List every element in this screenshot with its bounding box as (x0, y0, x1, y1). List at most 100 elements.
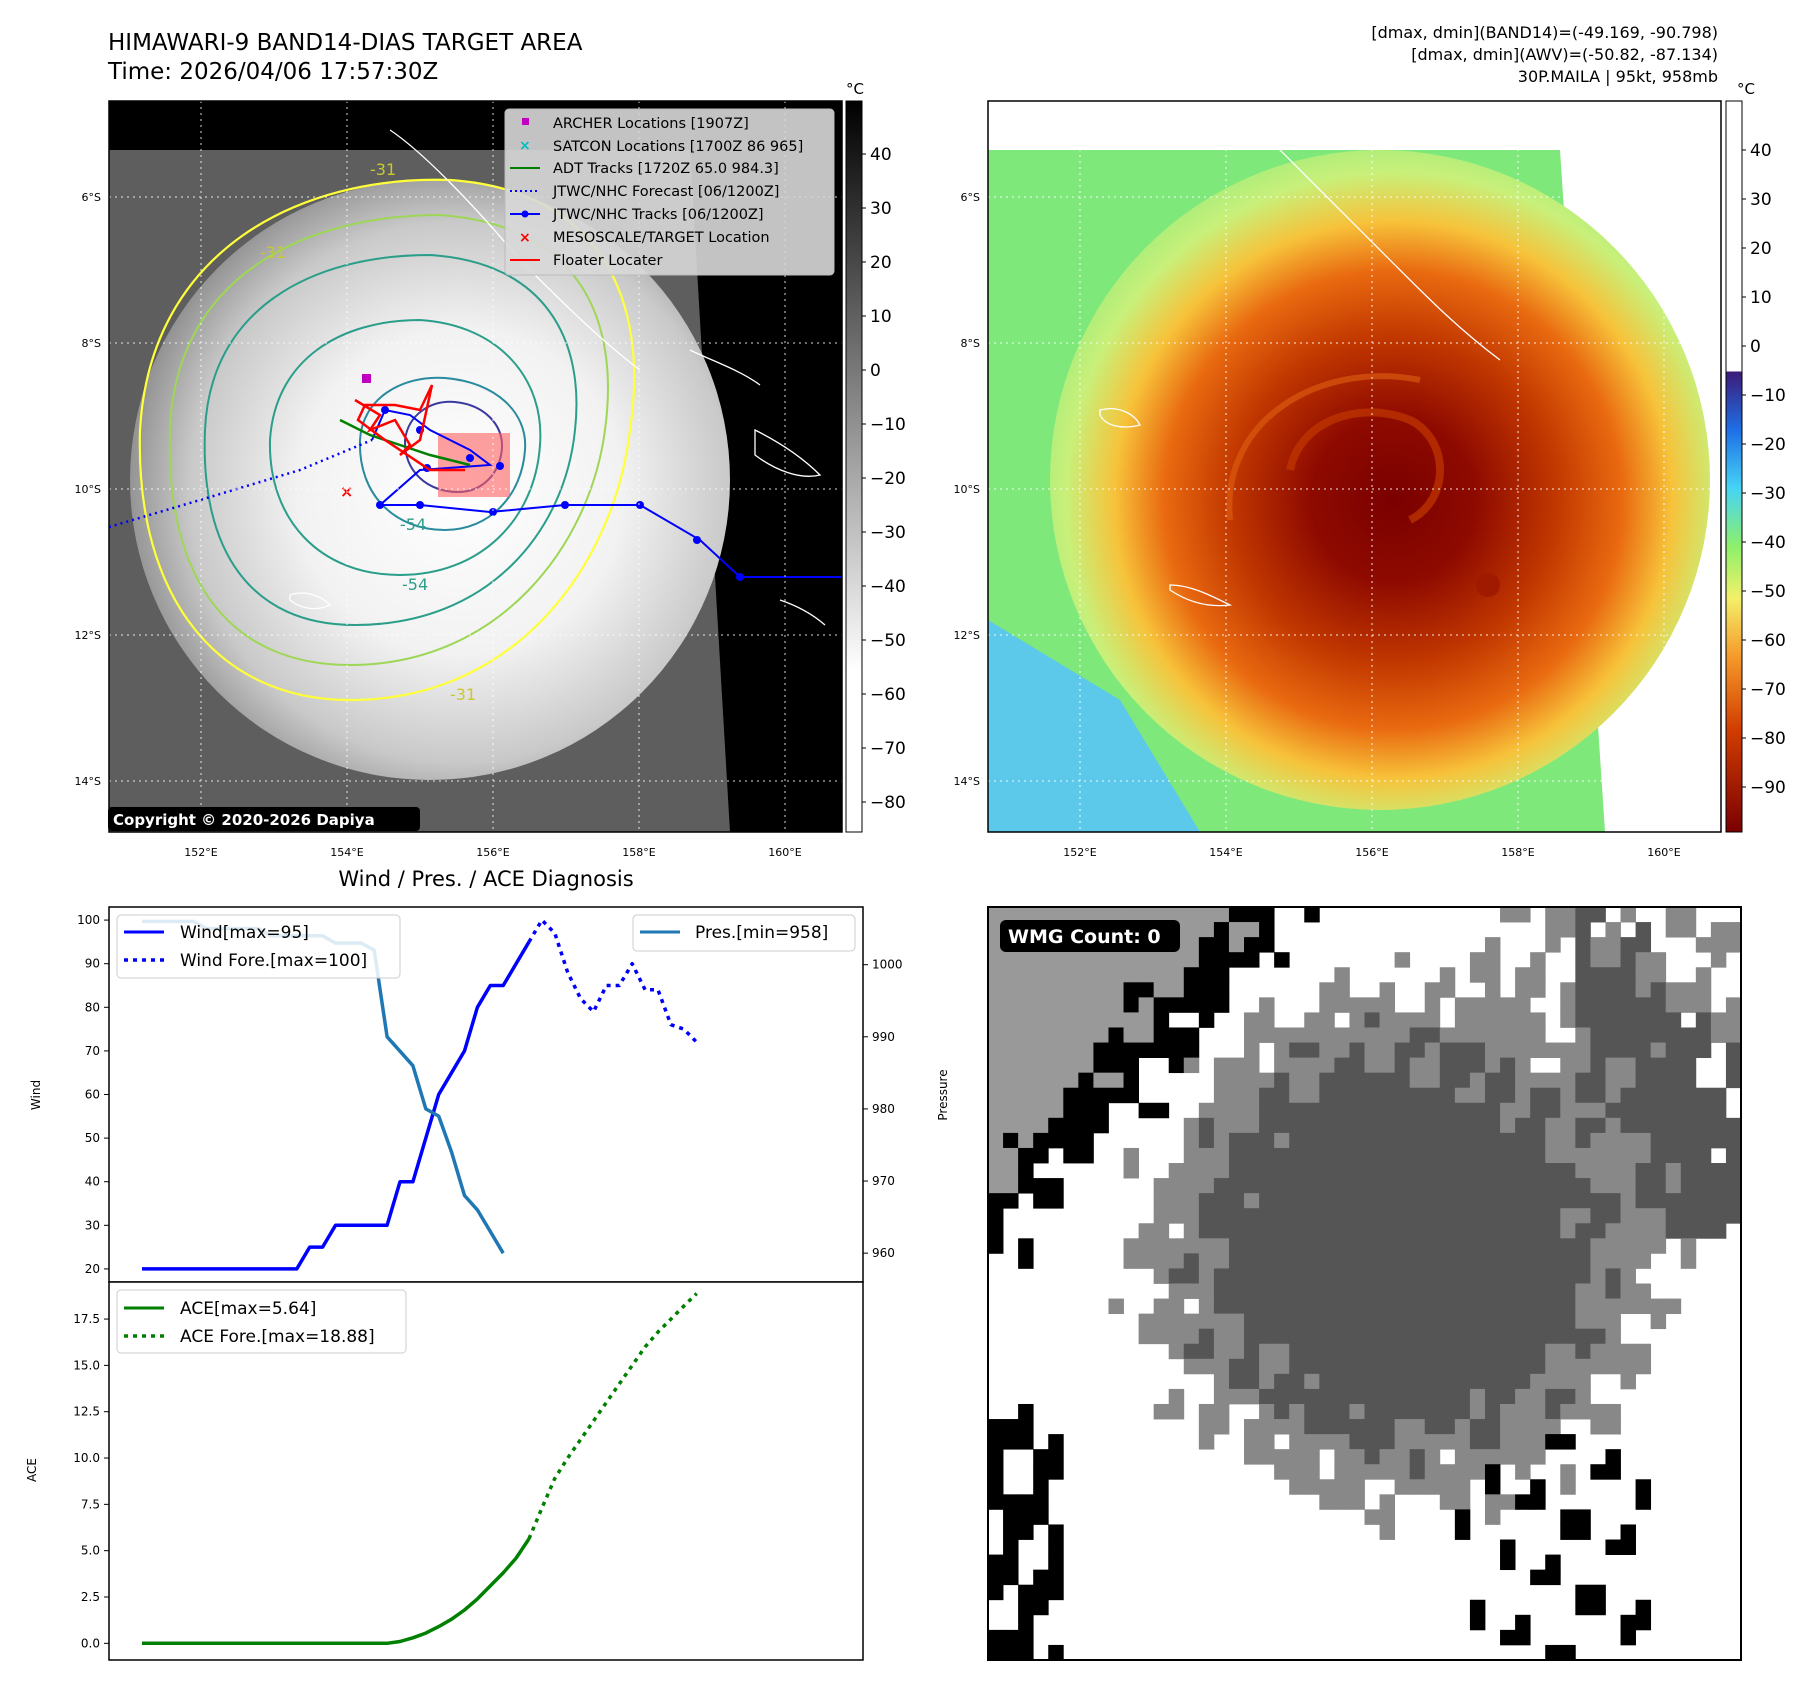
colorbar-tick-label: −20 (870, 469, 906, 489)
info-line2: [dmax, dmin](AWV)=(-50.82, -87.134) (1411, 45, 1718, 64)
colorbar-tick-label: 20 (870, 253, 892, 273)
lat-label: 10°S (75, 483, 101, 496)
colorbar-tick-label: −60 (1750, 631, 1786, 651)
lon-label: 160°E (1647, 846, 1680, 859)
legend-satcon-label: SATCON Locations [1700Z 86 965] (553, 139, 803, 155)
pressure-tick-label: 960 (872, 1246, 895, 1260)
legend-forecast-label: JTWC/NHC Forecast [06/1200Z] (552, 184, 779, 200)
lat-label: 12°S (954, 629, 980, 642)
wind-tick-label: 40 (85, 1175, 100, 1189)
ace-tick-label: 0.0 (81, 1636, 100, 1650)
lon-label: 156°E (476, 846, 509, 859)
legend-adt-label: ADT Tracks [1720Z 65.0 984.3] (553, 161, 779, 177)
colorbar-tick-label: −40 (1750, 533, 1786, 553)
colorbar-tick-label: −80 (870, 793, 906, 813)
lat-label: 14°S (75, 775, 101, 788)
pressure-tick-label: 980 (872, 1102, 895, 1116)
colorbar-tick-label: −20 (1750, 435, 1786, 455)
colorbar-tick-label: 30 (870, 199, 892, 219)
colorbar-tick-label: −40 (870, 577, 906, 597)
info-line3: 30P.MAILA | 95kt, 958mb (1518, 67, 1718, 86)
wind-y-ticks: 20 30 40 50 60 70 80 90 100 (77, 913, 109, 1276)
lon-label: 156°E (1355, 846, 1388, 859)
colorbar-tick-label: −70 (1750, 680, 1786, 700)
ace-tick-label: 10.0 (73, 1451, 100, 1465)
pressure-tick-label: 1000 (872, 958, 903, 972)
colorbar-tick-label: 0 (1750, 337, 1761, 357)
contour-label: -54 (400, 515, 426, 534)
lat-label: 8°S (961, 337, 980, 350)
lat-label: 6°S (961, 191, 980, 204)
colorbar-tick-label: −60 (870, 685, 906, 705)
lat-label: 10°S (954, 483, 980, 496)
figure-title-line2: Time: 2026/04/06 17:57:30Z (107, 59, 438, 85)
series-line (142, 1537, 531, 1646)
contour-label: -31 (260, 243, 286, 262)
colorbar-tick-label: 20 (1750, 239, 1772, 259)
lon-label: 160°E (768, 846, 801, 859)
wind-tick-label: 90 (85, 957, 100, 971)
ace-tick-label: 7.5 (81, 1497, 100, 1511)
wind-legend: Wind[max=95] Wind Fore.[max=100] (116, 914, 401, 979)
wind-tick-label: 20 (85, 1262, 100, 1276)
ace-tick-label: 2.5 (81, 1590, 100, 1604)
legend-wind-forecast: Wind Fore.[max=100] (180, 951, 367, 971)
lon-label: 154°E (330, 846, 363, 859)
figure-title-line1: HIMAWARI-9 BAND14-DIAS TARGET AREA (108, 30, 583, 56)
colorbar-tick-label: −30 (870, 523, 906, 543)
colorbar-left-unit: °C (846, 80, 864, 98)
pressure-axis-label: Pressure (936, 1069, 950, 1120)
ace-tick-label: 15.0 (73, 1358, 100, 1372)
colorbar-tick-label: 0 (870, 361, 881, 381)
awv-map (988, 101, 1721, 832)
map-legend: ARCHER Locations [1907Z] × SATCON Locati… (504, 108, 835, 276)
series-line (142, 941, 531, 1271)
info-line1: [dmax, dmin](BAND14)=(-49.169, -90.798) (1371, 23, 1718, 42)
colorbar-tick-label: 40 (1750, 141, 1772, 161)
legend-archer-label: ARCHER Locations [1907Z] (553, 116, 749, 132)
pressure-tick-label: 990 (872, 1030, 895, 1044)
map-right-lat-labels: 6°S 8°S 10°S 12°S 14°S (954, 191, 980, 788)
colorbar-tick-label: 10 (1750, 288, 1772, 308)
lon-label: 152°E (184, 846, 217, 859)
colorbar-tick-label: 10 (870, 307, 892, 327)
legend-mesoscale-label: MESOSCALE/TARGET Location (553, 230, 770, 246)
colorbar-left: °C 40 30 20 10 0 −10 −20 −30 −40 −50 −60 −70 −80 (845, 80, 906, 833)
map-left-lat-labels: 6°S 8°S 10°S 12°S 14°S (75, 191, 101, 788)
lat-label: 14°S (954, 775, 980, 788)
contour-label: -31 (370, 160, 396, 179)
contour-label: -31 (450, 685, 476, 704)
lat-label: 8°S (82, 337, 101, 350)
colorbar-right: °C 40 30 20 10 0 −10 −20 −30 −40 −50 −60 −70 −80 −90 (1725, 80, 1786, 833)
ace-axis-label: ACE (25, 1458, 39, 1482)
wind-tick-label: 50 (85, 1131, 100, 1145)
copyright: Copyright © 2020-2026 Dapiya (113, 811, 375, 829)
wind-tick-label: 60 (85, 1088, 100, 1102)
wind-tick-label: 70 (85, 1044, 100, 1058)
legend-pressure: Pres.[min=958] (695, 923, 828, 943)
lon-label: 158°E (1501, 846, 1534, 859)
colorbar-tick-label: −10 (1750, 386, 1786, 406)
wind-tick-label: 30 (85, 1218, 100, 1232)
lat-label: 6°S (82, 191, 101, 204)
colorbar-tick-label: −50 (870, 631, 906, 651)
colorbar-tick-label: −90 (1750, 778, 1786, 798)
wind-axis-label: Wind (29, 1080, 43, 1110)
wind-tick-label: 80 (85, 1000, 100, 1014)
wmg-count: WMG Count: 0 (1008, 926, 1161, 948)
ace-tick-label: 17.5 (73, 1312, 100, 1326)
contour-label: -54 (402, 575, 428, 594)
pressure-tick-label: 970 (872, 1174, 895, 1188)
series-line (527, 918, 698, 1044)
lat-label: 12°S (75, 629, 101, 642)
awv-map-frame (987, 100, 1722, 833)
pressure-legend: Pres.[min=958] (632, 914, 856, 952)
ace-legend: ACE[max=5.64] ACE Fore.[max=18.88] (116, 1289, 407, 1354)
lon-label: 158°E (622, 846, 655, 859)
colorbar-tick-label: −80 (1750, 729, 1786, 749)
colorbar-tick-label: 40 (870, 145, 892, 165)
colorbar-tick-label: −30 (1750, 484, 1786, 504)
ace-chart (142, 1292, 698, 1646)
legend-wind: Wind[max=95] (180, 923, 309, 943)
ace-y-ticks: 0.0 2.5 5.0 7.5 10.0 12.5 15.0 17.5 (73, 1312, 109, 1650)
